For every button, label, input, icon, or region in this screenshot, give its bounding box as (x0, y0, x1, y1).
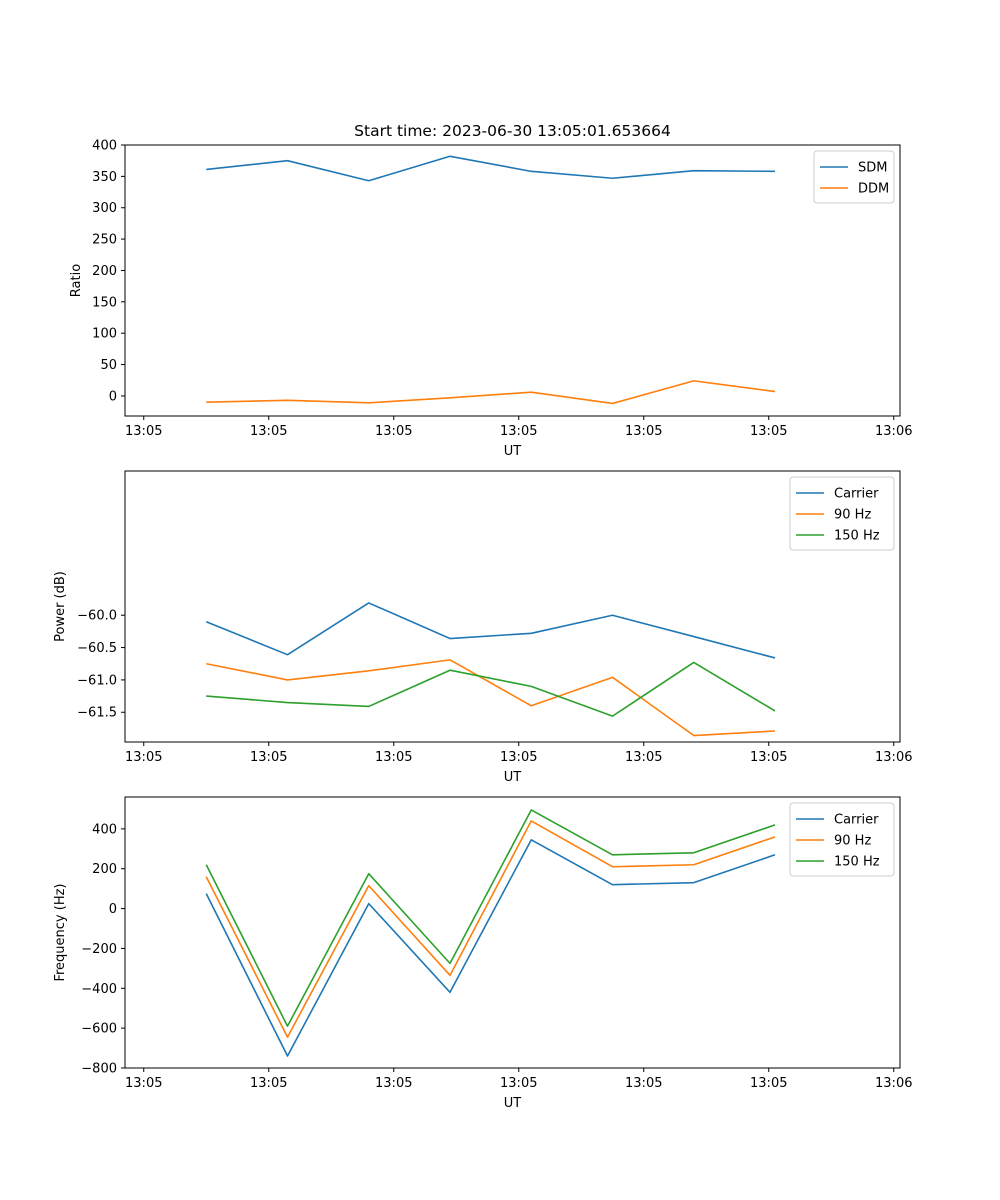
chart-panel-1: Start time: 2023-06-30 13:05:01.653664 13… (69, 122, 912, 459)
x-tick-label: 13:05 (750, 1076, 787, 1091)
x-tick-label: 13:05 (125, 424, 162, 439)
y-tick-label: 0 (109, 902, 117, 917)
series-line-carrier (205, 602, 776, 659)
x-tick-label: 13:05 (125, 1076, 162, 1091)
x-tick-label: 13:05 (375, 750, 412, 765)
x-tick-label: 13:05 (500, 750, 537, 765)
plot-frame (124, 144, 901, 417)
legend-label: DDM (858, 182, 889, 197)
x-axis-label: UT (504, 1096, 522, 1111)
x-tick-label: 13:05 (750, 750, 787, 765)
y-tick-label: 0 (109, 389, 117, 404)
series-line-90-hz (205, 820, 776, 1038)
legend: Carrier 90 Hz 150 Hz (789, 802, 895, 877)
x-axis-label: UT (504, 770, 522, 785)
legend-label: 150 Hz (834, 855, 880, 870)
legend: Carrier 90 Hz 150 Hz (789, 476, 895, 551)
series-line-ddm (206, 380, 776, 405)
y-tick-label: 100 (92, 327, 117, 342)
x-tick-label: 13:05 (500, 424, 537, 439)
y-axis-label: Power (dB) (53, 571, 68, 642)
x-tick-label: 13:06 (875, 424, 912, 439)
x-tick-label: 13:05 (625, 424, 662, 439)
x-tick-label: 13:05 (625, 1076, 662, 1091)
legend-label: 90 Hz (834, 508, 871, 523)
y-axis-label: Ratio (69, 264, 84, 297)
legend-box (789, 802, 895, 877)
y-tick-label: 300 (92, 201, 117, 216)
y-axis-label: Frequency (Hz) (53, 883, 68, 981)
legend-box (789, 476, 895, 551)
x-tick-label: 13:06 (875, 750, 912, 765)
x-tick-label: 13:05 (250, 424, 287, 439)
y-tick-label: −60.5 (77, 641, 117, 656)
plot-frame (124, 796, 901, 1069)
x-tick-label: 13:06 (875, 1076, 912, 1091)
legend-box (813, 150, 895, 204)
plot-frame (124, 470, 901, 743)
x-tick-label: 13:05 (375, 1076, 412, 1091)
y-tick-label: −400 (81, 982, 117, 997)
y-tick-label: −61.5 (77, 706, 117, 721)
legend-label: Carrier (834, 487, 879, 502)
x-tick-label: 13:05 (500, 1076, 537, 1091)
x-tick-label: 13:05 (125, 750, 162, 765)
chart-panel-2: 13:05 13:05 13:05 13:05 13:05 13:05 13:06 UT −60… (53, 470, 912, 785)
y-tick-label: 400 (92, 139, 117, 154)
series-line-90-hz (206, 659, 776, 737)
chart-panel-3: 13:05 13:05 13:05 13:05 13:05 13:05 13:06 UT 400… (53, 796, 912, 1111)
y-tick-label: 200 (92, 264, 117, 279)
series-line-carrier (205, 839, 776, 1057)
y-tick-label: −600 (81, 1022, 117, 1037)
legend-label: 150 Hz (834, 529, 880, 544)
x-tick-label: 13:05 (750, 424, 787, 439)
y-tick-label: 200 (92, 862, 117, 877)
y-tick-label: 350 (92, 170, 117, 185)
legend: SDM DDM (813, 150, 895, 204)
legend-label: SDM (858, 161, 887, 176)
y-tick-label: 150 (92, 295, 117, 310)
chart-title: Start time: 2023-06-30 13:05:01.653664 (354, 122, 671, 140)
legend-label: 90 Hz (834, 834, 871, 849)
y-tick-label: 50 (100, 358, 117, 373)
series-line-150-hz (206, 661, 776, 717)
y-tick-label: −60.0 (77, 609, 117, 624)
x-tick-label: 13:05 (250, 750, 287, 765)
series-line-sdm (206, 155, 776, 182)
x-axis-label: UT (504, 444, 522, 459)
y-tick-label: 400 (92, 822, 117, 837)
x-tick-label: 13:05 (625, 750, 662, 765)
y-tick-label: −61.0 (77, 673, 117, 688)
x-tick-label: 13:05 (250, 1076, 287, 1091)
y-tick-label: 250 (92, 233, 117, 248)
x-tick-label: 13:05 (375, 424, 412, 439)
legend-label: Carrier (834, 813, 879, 828)
y-tick-label: −200 (81, 942, 117, 957)
y-tick-label: −800 (81, 1062, 117, 1077)
series-line-150-hz (205, 809, 776, 1027)
